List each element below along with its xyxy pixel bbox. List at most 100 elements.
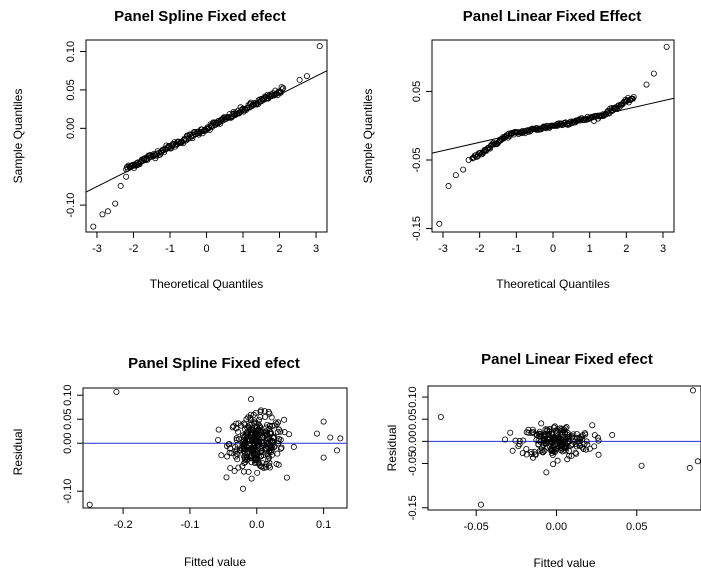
- panel-3-point: [247, 414, 254, 421]
- panel-2-y-tick-label: 0.05: [411, 81, 423, 102]
- panel-3-x-axis-label: Fitted value: [184, 555, 246, 569]
- panel-4-point: [546, 428, 553, 435]
- panel-2-x-tick-label: -2: [475, 243, 485, 255]
- panel-3-point: [263, 424, 270, 431]
- panel-1-x-tick-label: 0: [203, 243, 209, 255]
- panel-4-point: [595, 437, 602, 444]
- panel-3-point: [252, 433, 259, 440]
- panel-2-outlier-point: [650, 70, 657, 77]
- panel-3-point: [231, 468, 238, 475]
- panel-3-title: Panel Spline Fixed efect: [128, 355, 300, 372]
- panel-4-x-axis-label: Fitted value: [533, 556, 595, 570]
- panel-2-x-tick-label: 3: [660, 243, 666, 255]
- panel-4-point: [584, 441, 591, 448]
- panel-4-x-tick-label: -0.05: [464, 521, 489, 533]
- panel-1-point: [188, 133, 195, 140]
- panel-3-point: [263, 440, 270, 447]
- panel-3-point: [264, 443, 271, 450]
- panel-3-outlier-point: [86, 501, 93, 508]
- panel-4-y-tick-label: 0.00: [407, 431, 419, 452]
- panel-1-point: [231, 110, 238, 117]
- panel-2-x-tick-label: 0: [550, 243, 556, 255]
- panel-4-point: [543, 469, 550, 476]
- panel-1-y-tick-label: 0.05: [65, 79, 77, 100]
- panel-2-x-axis-label: Theoretical Quantiles: [496, 277, 609, 291]
- panel-1-point: [125, 162, 132, 169]
- panel-4-y-tick-label: 0.10: [407, 386, 419, 407]
- panel-1-point: [214, 120, 221, 127]
- panel-3-point: [266, 454, 273, 461]
- panel-1-outlier-point: [296, 76, 303, 83]
- panel-3-point: [245, 468, 252, 475]
- panel-3-point: [273, 460, 280, 467]
- panel-1-outlier-point: [123, 173, 130, 180]
- panel-4-outlier-point: [689, 387, 696, 394]
- panel-3-point: [218, 452, 225, 459]
- panel-3-point: [223, 474, 230, 481]
- panel-1-outlier-point: [303, 73, 310, 80]
- panel-1-y-tick-label: 0.10: [65, 41, 77, 62]
- panel-1-point: [279, 86, 286, 93]
- panel-4-outlier-point: [437, 413, 444, 420]
- panel-2-outlier-point: [465, 156, 472, 163]
- panel-3-point: [243, 416, 250, 423]
- panel-4-point: [545, 432, 552, 439]
- panel-1-x-tick-label: 3: [313, 243, 319, 255]
- panel-3-point: [247, 411, 254, 418]
- panel-3-point: [240, 447, 247, 454]
- panel-4-outlier-point: [686, 464, 693, 471]
- panel-2-y-tick-label: -0.05: [411, 147, 423, 172]
- panel-3-point: [259, 460, 266, 467]
- panel-4-point: [550, 461, 557, 468]
- panel-3-point: [241, 460, 248, 467]
- panel-3-point: [251, 456, 258, 463]
- panel-4-outlier-point: [694, 458, 701, 465]
- panel-3-point: [215, 436, 222, 443]
- panel-3-point: [261, 408, 268, 415]
- panel-3-point: [267, 464, 274, 471]
- panel-3-point: [240, 485, 247, 492]
- panel-4-point: [543, 438, 550, 445]
- panel-1-outlier-point: [99, 211, 106, 218]
- panel-4-point: [564, 456, 571, 463]
- panel-4-point: [609, 432, 616, 439]
- panel-3-point: [245, 423, 252, 430]
- panel-3-point: [267, 429, 274, 436]
- panel-2-outlier-point: [643, 81, 650, 88]
- panel-2-point: [630, 93, 637, 100]
- panel-2-x-tick-label: 2: [623, 243, 629, 255]
- panel-3-point: [240, 468, 247, 475]
- panel-3-point: [283, 474, 290, 481]
- panel-1-x-tick-label: 2: [276, 243, 282, 255]
- panel-4-point: [525, 429, 532, 436]
- panel-3-point: [269, 438, 276, 445]
- panel-1-y-tick-label: -0.10: [65, 193, 77, 218]
- panel-3-point: [235, 464, 242, 471]
- panel-4-point: [563, 424, 570, 431]
- panel-4-point: [539, 448, 546, 455]
- panel-3-point: [264, 421, 271, 428]
- panel-3-outlier-point: [327, 434, 334, 441]
- panel-3-point: [290, 443, 297, 450]
- panel-1-outlier-point: [90, 223, 97, 230]
- panel-3-point: [241, 432, 248, 439]
- panel-4-point: [579, 444, 586, 451]
- panel-4-point: [531, 448, 538, 455]
- panel-1-plot-frame: [85, 39, 328, 233]
- panel-3-outlier-point: [333, 447, 340, 454]
- panel-3-point: [245, 445, 252, 452]
- panel-4-point: [581, 430, 588, 437]
- panel-4-point: [529, 426, 536, 433]
- panel-4-point: [554, 457, 561, 464]
- panel-1-x-axis-label: Theoretical Quantiles: [150, 277, 263, 291]
- panel-3-point: [274, 450, 281, 457]
- panel-2-point: [477, 149, 484, 156]
- panel-4-y-tick-label: -0.15: [407, 495, 419, 520]
- panel-3-point: [275, 419, 282, 426]
- panel-3-point: [262, 413, 269, 420]
- panel-3-point: [254, 433, 261, 440]
- panel-3-point: [271, 422, 278, 429]
- panel-1-point: [141, 155, 148, 162]
- panel-3-point: [254, 469, 261, 476]
- panel-4-point: [572, 449, 579, 456]
